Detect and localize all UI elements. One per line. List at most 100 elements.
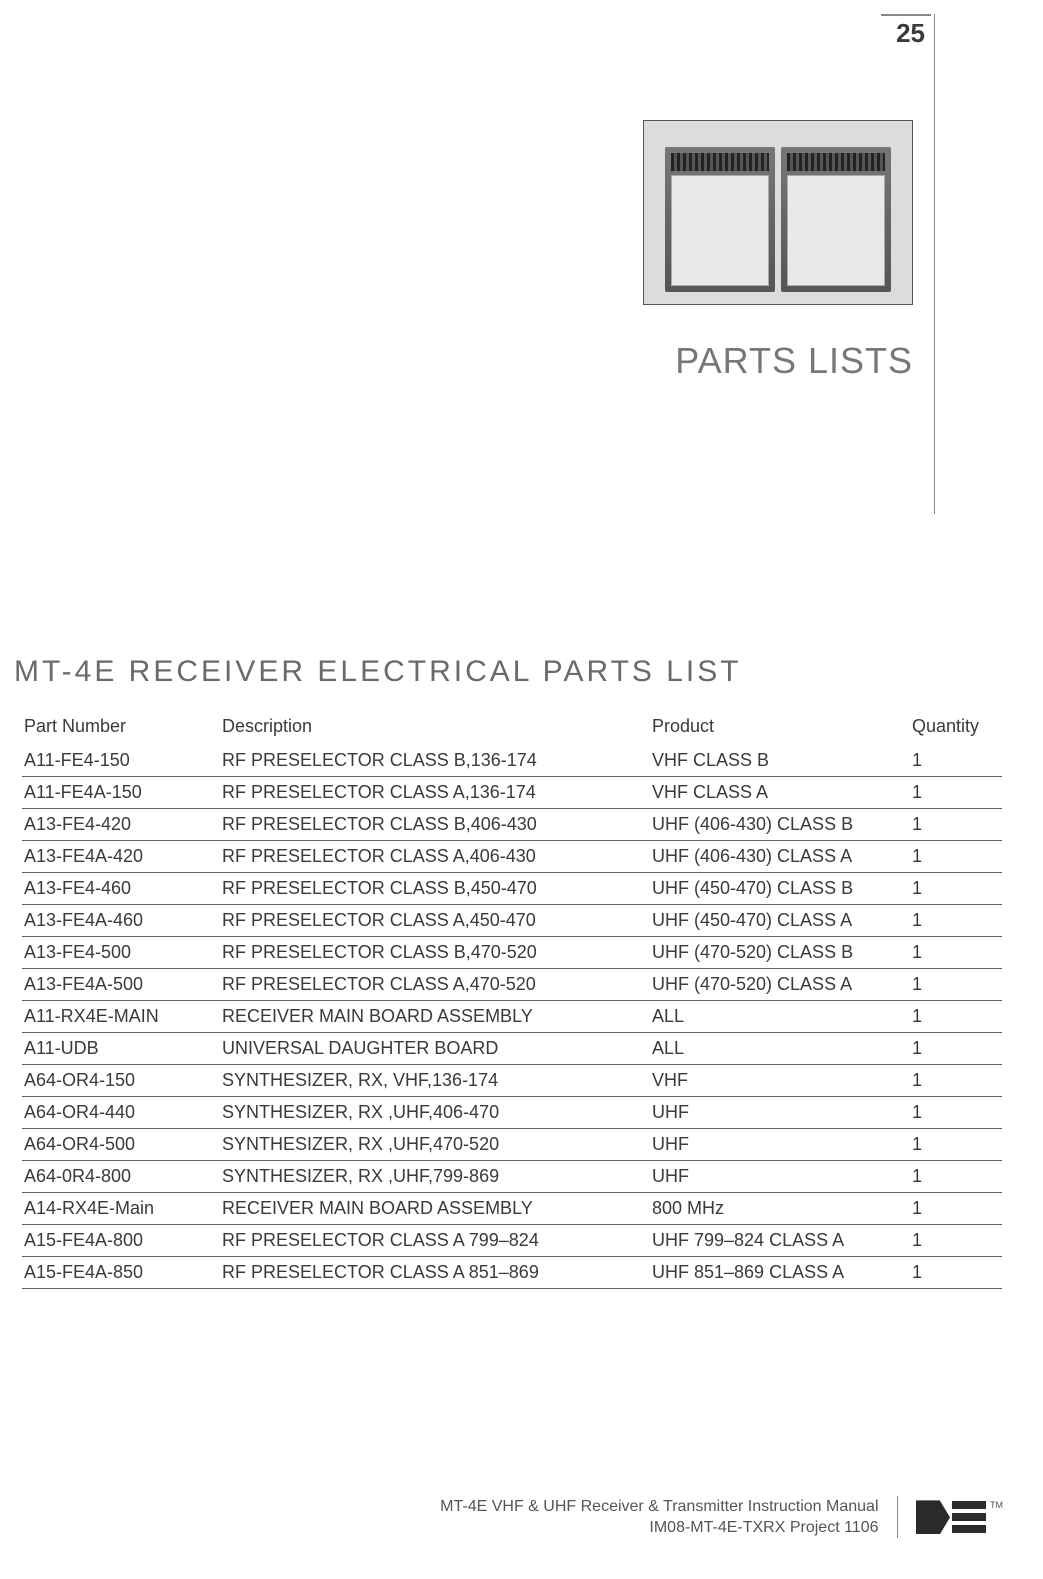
- table-cell: 1: [912, 1038, 1002, 1059]
- table-cell: UHF (470-520) CLASS A: [652, 974, 912, 995]
- table-cell: A13-FE4A-500: [22, 974, 222, 995]
- footer: MT-4E VHF & UHF Receiver & Transmitter I…: [440, 1496, 1003, 1539]
- table-row: A64-OR4-150SYNTHESIZER, RX, VHF,136-174V…: [22, 1065, 1002, 1097]
- table-cell: 1: [912, 1166, 1002, 1187]
- table-cell: A11-FE4A-150: [22, 782, 222, 803]
- module-fins: [671, 153, 769, 171]
- section-title: PARTS LISTS: [675, 340, 913, 382]
- table-cell: ALL: [652, 1038, 912, 1059]
- table-row: A13-FE4-420RF PRESELECTOR CLASS B,406-43…: [22, 809, 1002, 841]
- table-row: A15-FE4A-850RF PRESELECTOR CLASS A 851–8…: [22, 1257, 1002, 1289]
- side-rule: [934, 14, 935, 514]
- table-row: A64-OR4-500SYNTHESIZER, RX ,UHF,470-520U…: [22, 1129, 1002, 1161]
- table-cell: A15-FE4A-850: [22, 1262, 222, 1283]
- module-face: [787, 175, 885, 286]
- table-cell: 1: [912, 814, 1002, 835]
- table-row: A13-FE4A-460RF PRESELECTOR CLASS A,450-4…: [22, 905, 1002, 937]
- table-cell: UHF 799–824 CLASS A: [652, 1230, 912, 1251]
- logo: TM: [916, 1500, 1003, 1534]
- footer-divider: [897, 1496, 899, 1538]
- table-cell: 1: [912, 1230, 1002, 1251]
- table-cell: UHF: [652, 1134, 912, 1155]
- table-cell: A13-FE4A-460: [22, 910, 222, 931]
- table-cell: RF PRESELECTOR CLASS A,470-520: [222, 974, 652, 995]
- table-cell: UHF (406-430) CLASS A: [652, 846, 912, 867]
- table-cell: SYNTHESIZER, RX, VHF,136-174: [222, 1070, 652, 1091]
- table-row: A13-FE4A-420RF PRESELECTOR CLASS A,406-4…: [22, 841, 1002, 873]
- module-1: [665, 147, 775, 292]
- col-part-number: Part Number: [22, 716, 222, 737]
- table-row: A15-FE4A-800RF PRESELECTOR CLASS A 799–8…: [22, 1225, 1002, 1257]
- table-cell: RECEIVER MAIN BOARD ASSEMBLY: [222, 1198, 652, 1219]
- parts-table: Part Number Description Product Quantity…: [22, 710, 1002, 1289]
- table-row: A11-FE4A-150RF PRESELECTOR CLASS A,136-1…: [22, 777, 1002, 809]
- table-cell: 1: [912, 1198, 1002, 1219]
- table-cell: UHF (450-470) CLASS B: [652, 878, 912, 899]
- table-body: A11-FE4-150RF PRESELECTOR CLASS B,136-17…: [22, 745, 1002, 1289]
- page: 25 PARTS LISTS MT-4E RECEIVER ELECTRICAL…: [0, 0, 1043, 1579]
- table-cell: 1: [912, 1006, 1002, 1027]
- table-cell: 1: [912, 846, 1002, 867]
- table-cell: VHF: [652, 1070, 912, 1091]
- table-cell: RF PRESELECTOR CLASS B,470-520: [222, 942, 652, 963]
- table-heading: MT-4E RECEIVER ELECTRICAL PARTS LIST: [14, 655, 742, 689]
- module-2: [781, 147, 891, 292]
- col-description: Description: [222, 716, 652, 737]
- table-cell: A14-RX4E-Main: [22, 1198, 222, 1219]
- table-cell: RF PRESELECTOR CLASS A,136-174: [222, 782, 652, 803]
- col-quantity: Quantity: [912, 716, 1002, 737]
- table-cell: UNIVERSAL DAUGHTER BOARD: [222, 1038, 652, 1059]
- table-cell: RF PRESELECTOR CLASS B,450-470: [222, 878, 652, 899]
- table-cell: A64-OR4-500: [22, 1134, 222, 1155]
- table-cell: A64-0R4-800: [22, 1166, 222, 1187]
- table-row: A13-FE4-460RF PRESELECTOR CLASS B,450-47…: [22, 873, 1002, 905]
- table-row: A13-FE4A-500RF PRESELECTOR CLASS A,470-5…: [22, 969, 1002, 1001]
- table-row: A14-RX4E-MainRECEIVER MAIN BOARD ASSEMBL…: [22, 1193, 1002, 1225]
- table-cell: RF PRESELECTOR CLASS A,406-430: [222, 846, 652, 867]
- table-cell: 1: [912, 782, 1002, 803]
- table-cell: A13-FE4-460: [22, 878, 222, 899]
- table-cell: UHF (450-470) CLASS A: [652, 910, 912, 931]
- table-cell: 1: [912, 942, 1002, 963]
- table-cell: A15-FE4A-800: [22, 1230, 222, 1251]
- table-cell: SYNTHESIZER, RX ,UHF,799-869: [222, 1166, 652, 1187]
- table-cell: RF PRESELECTOR CLASS B,406-430: [222, 814, 652, 835]
- table-cell: RF PRESELECTOR CLASS A 799–824: [222, 1230, 652, 1251]
- table-row: A11-RX4E-MAINRECEIVER MAIN BOARD ASSEMBL…: [22, 1001, 1002, 1033]
- table-cell: 1: [912, 878, 1002, 899]
- table-row: A13-FE4-500RF PRESELECTOR CLASS B,470-52…: [22, 937, 1002, 969]
- footer-line2: IM08-MT-4E-TXRX Project 1106: [440, 1517, 878, 1539]
- table-cell: A64-OR4-440: [22, 1102, 222, 1123]
- table-cell: RECEIVER MAIN BOARD ASSEMBLY: [222, 1006, 652, 1027]
- table-cell: A13-FE4-500: [22, 942, 222, 963]
- table-cell: UHF: [652, 1102, 912, 1123]
- table-row: A64-OR4-440SYNTHESIZER, RX ,UHF,406-470U…: [22, 1097, 1002, 1129]
- table-cell: A13-FE4A-420: [22, 846, 222, 867]
- table-cell: 1: [912, 1102, 1002, 1123]
- table-cell: ALL: [652, 1006, 912, 1027]
- table-cell: RF PRESELECTOR CLASS B,136-174: [222, 750, 652, 771]
- logo-bars-icon: [952, 1501, 986, 1533]
- table-cell: 1: [912, 974, 1002, 995]
- table-header-row: Part Number Description Product Quantity: [22, 710, 1002, 745]
- module-face: [671, 175, 769, 286]
- table-cell: RF PRESELECTOR CLASS A,450-470: [222, 910, 652, 931]
- product-image: [643, 120, 913, 305]
- top-rule: [881, 14, 931, 16]
- table-cell: SYNTHESIZER, RX ,UHF,406-470: [222, 1102, 652, 1123]
- module-fins: [787, 153, 885, 171]
- table-cell: RF PRESELECTOR CLASS A 851–869: [222, 1262, 652, 1283]
- table-cell: 1: [912, 1134, 1002, 1155]
- table-cell: UHF (470-520) CLASS B: [652, 942, 912, 963]
- table-cell: A11-FE4-150: [22, 750, 222, 771]
- footer-text: MT-4E VHF & UHF Receiver & Transmitter I…: [440, 1496, 878, 1539]
- table-cell: A11-UDB: [22, 1038, 222, 1059]
- table-cell: VHF CLASS B: [652, 750, 912, 771]
- table-cell: 1: [912, 910, 1002, 931]
- logo-tm: TM: [990, 1500, 1003, 1510]
- logo-d-icon: [916, 1500, 950, 1534]
- table-cell: 1: [912, 1070, 1002, 1091]
- table-cell: 800 MHz: [652, 1198, 912, 1219]
- table-cell: UHF (406-430) CLASS B: [652, 814, 912, 835]
- col-product: Product: [652, 716, 912, 737]
